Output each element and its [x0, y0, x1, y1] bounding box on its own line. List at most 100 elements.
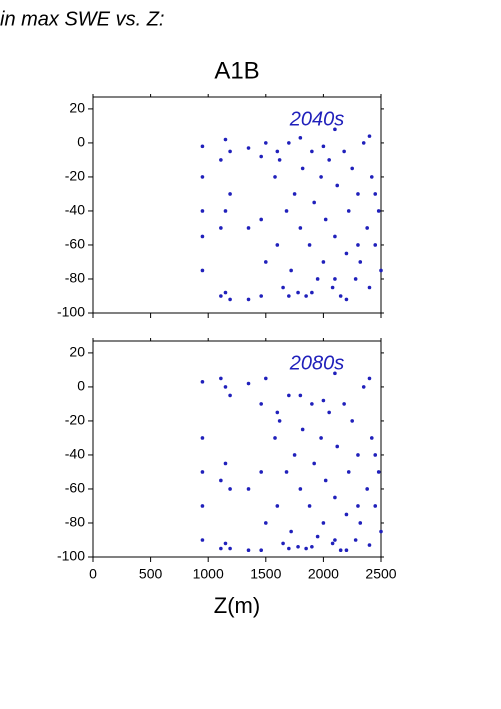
page-title: in max SWE vs. Z: [0, 8, 164, 30]
point [264, 521, 268, 525]
point [275, 410, 280, 415]
point [315, 277, 320, 281]
point [200, 380, 205, 384]
point [219, 478, 223, 483]
plot-frame [92, 96, 382, 314]
y-tick-label: -20 [65, 168, 85, 184]
point [353, 277, 358, 281]
point [333, 234, 337, 239]
point [228, 192, 232, 196]
point [200, 470, 205, 474]
point [300, 427, 305, 432]
annotation: 2080s [289, 352, 345, 374]
point [333, 127, 337, 132]
point [327, 410, 331, 415]
point [228, 487, 232, 491]
point [319, 175, 323, 179]
point [373, 453, 378, 457]
point [333, 538, 337, 542]
point [315, 534, 320, 539]
point [367, 134, 372, 138]
point [298, 136, 303, 140]
point [376, 209, 381, 213]
point [358, 260, 363, 264]
y-tick-label: 20 [69, 344, 85, 360]
point [200, 436, 205, 440]
point [365, 487, 369, 491]
x-tick-label: 0 [89, 566, 97, 582]
scenario-title: A1B [214, 57, 259, 84]
point [342, 149, 346, 154]
point [361, 385, 366, 389]
point [367, 543, 372, 547]
point [300, 166, 305, 171]
point [273, 175, 277, 179]
point [223, 290, 228, 295]
point [298, 393, 303, 398]
point [321, 521, 326, 525]
point [246, 297, 251, 302]
y-tick-label: 0 [77, 134, 85, 150]
y-tick-label: -100 [57, 548, 85, 564]
y-tick-label: -40 [65, 202, 85, 218]
point [298, 487, 303, 491]
point [228, 297, 232, 302]
point [200, 504, 205, 508]
point [275, 504, 280, 508]
y-tick-label: -60 [65, 480, 85, 496]
point [312, 461, 316, 466]
point [246, 226, 251, 230]
point [289, 268, 293, 273]
point [379, 529, 383, 534]
point [246, 146, 251, 150]
point [200, 144, 205, 149]
point [344, 251, 349, 256]
point [304, 546, 308, 551]
x-axis-label: Z(m) [214, 593, 260, 618]
point [323, 217, 328, 222]
point [259, 154, 263, 159]
y-tick-label: -60 [65, 236, 85, 252]
point [200, 538, 205, 542]
point [373, 504, 378, 508]
point [223, 385, 228, 389]
point [330, 285, 335, 290]
point [296, 290, 300, 295]
point [333, 495, 337, 500]
point [259, 217, 263, 222]
point [310, 290, 314, 295]
point [223, 461, 228, 466]
point [219, 546, 223, 551]
point [344, 548, 349, 552]
point [304, 294, 308, 298]
point [356, 504, 360, 508]
point [287, 141, 291, 145]
point [369, 436, 374, 440]
point [246, 548, 251, 552]
x-tick-label: 1000 [193, 566, 224, 582]
point [259, 294, 263, 298]
point [264, 376, 268, 381]
point [284, 209, 289, 213]
y-tick-label: 20 [69, 100, 85, 116]
point [228, 149, 232, 154]
point [200, 234, 205, 239]
point [365, 226, 369, 230]
point [350, 166, 355, 171]
point [219, 226, 223, 230]
point [344, 297, 349, 302]
point [350, 419, 355, 423]
point [219, 294, 223, 298]
point [346, 209, 351, 213]
point [344, 512, 349, 517]
point [367, 376, 372, 381]
point [287, 294, 291, 298]
x-tick-label: 500 [139, 566, 163, 582]
y-tick-label: -80 [65, 270, 85, 286]
point [358, 521, 363, 525]
point [338, 294, 343, 298]
point [312, 200, 316, 205]
point [333, 371, 337, 376]
point [275, 149, 280, 154]
point [277, 419, 282, 423]
